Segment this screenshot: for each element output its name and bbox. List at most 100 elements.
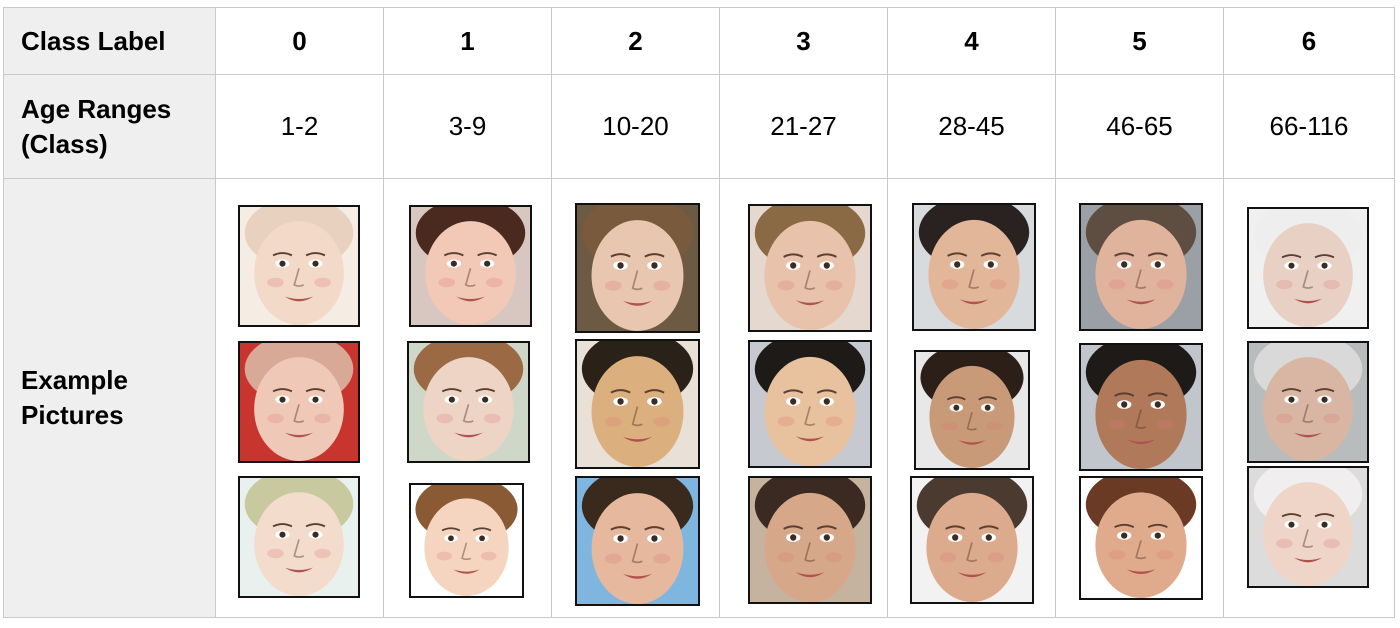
left-pupil [1121,401,1128,408]
example-pictures-header: Example Pictures [3,178,216,618]
left-brow [783,525,804,530]
left-cheek [777,552,795,563]
class-label-row: Class Label 0 1 2 3 4 5 6 [3,7,1395,75]
nose [1135,409,1147,429]
face-skin [254,221,344,325]
left-brow [946,396,966,401]
right-brow [978,525,999,530]
pictures-cell-0 [215,178,384,618]
right-pupil [1321,521,1328,528]
mouth [1293,557,1323,563]
right-brow [475,388,496,393]
face-photo [409,483,524,598]
pictures-cell-5 [1055,178,1224,618]
face-skin [1263,482,1353,586]
left-pupil [617,262,624,269]
left-pupil [1121,261,1128,268]
pictures-cell-3 [719,178,888,618]
face-photo [238,341,360,463]
right-cheek [825,552,843,563]
left-pupil [954,261,961,268]
right-brow [305,252,326,257]
face-skin [764,492,856,602]
right-pupil [312,531,319,538]
left-pupil [952,534,959,541]
right-brow [816,525,837,530]
face-skin [764,220,856,330]
age-range-cell-0: 1-2 [215,74,384,179]
right-cheek [314,277,331,288]
face-skin [425,221,516,325]
left-cheek [438,277,456,288]
left-pupil [448,535,454,542]
face-photo [914,350,1030,470]
nose [293,539,305,558]
face-photo [1079,343,1203,471]
right-cheek [653,553,671,564]
mouth [456,296,485,302]
nose [631,270,643,291]
left-cheek [1276,538,1293,549]
right-pupil [312,396,319,403]
left-brow [443,252,464,257]
face-photo [1079,203,1203,331]
left-brow [441,388,462,393]
age-range-cell-5: 46-65 [1055,74,1224,179]
left-brow [1281,254,1302,259]
face-photo [238,476,360,598]
nose [968,269,980,289]
mouth [284,296,314,302]
nose [804,542,816,562]
left-pupil [790,534,797,541]
right-cheek [825,280,843,291]
left-cheek [1276,279,1293,290]
left-brow [783,389,804,394]
right-cheek [1156,279,1174,290]
face-skin [424,498,509,596]
right-cheek [653,416,671,427]
mouth [622,300,653,306]
left-pupil [1288,521,1295,528]
right-brow [1314,388,1335,393]
nose [293,404,305,423]
nose [1135,540,1147,560]
face-skin [1095,492,1187,598]
left-pupil [617,535,624,542]
left-pupil [279,531,286,538]
left-brow [1281,388,1302,393]
right-pupil [1321,262,1328,269]
class-cell-5: 5 [1055,7,1224,75]
class-cell-3: 3 [719,7,888,75]
left-cheek [941,279,959,290]
left-brow [272,523,293,528]
left-cheek [267,548,284,559]
right-pupil [651,535,658,542]
right-cheek [1323,538,1340,549]
left-cheek [941,421,958,431]
left-cheek [1108,550,1126,560]
face-photo [910,476,1034,604]
age-range-cell-6: 66-116 [1223,74,1395,179]
right-cheek [653,280,671,291]
left-brow [610,389,631,394]
nose [631,406,643,427]
left-cheek [436,413,454,424]
right-pupil [823,398,830,405]
mouth [1126,439,1156,445]
right-cheek [825,416,843,427]
right-pupil [484,260,491,267]
age-range-row: Age Ranges (Class) 1-2 3-9 10-20 21-27 2… [3,74,1395,179]
nose [462,404,474,423]
left-brow [1114,252,1135,257]
left-cheek [436,551,453,561]
right-pupil [1154,261,1161,268]
age-class-table: Class Label 0 1 2 3 4 5 6 Age Ranges (Cl… [3,7,1395,618]
class-cell-1: 1 [383,7,552,75]
right-pupil [823,262,830,269]
right-brow [1147,392,1168,397]
right-cheek [1156,419,1174,430]
pictures-cell-2 [551,178,720,618]
face-photo [912,203,1036,331]
class-label-header: Class Label [3,7,216,75]
mouth [795,436,825,442]
